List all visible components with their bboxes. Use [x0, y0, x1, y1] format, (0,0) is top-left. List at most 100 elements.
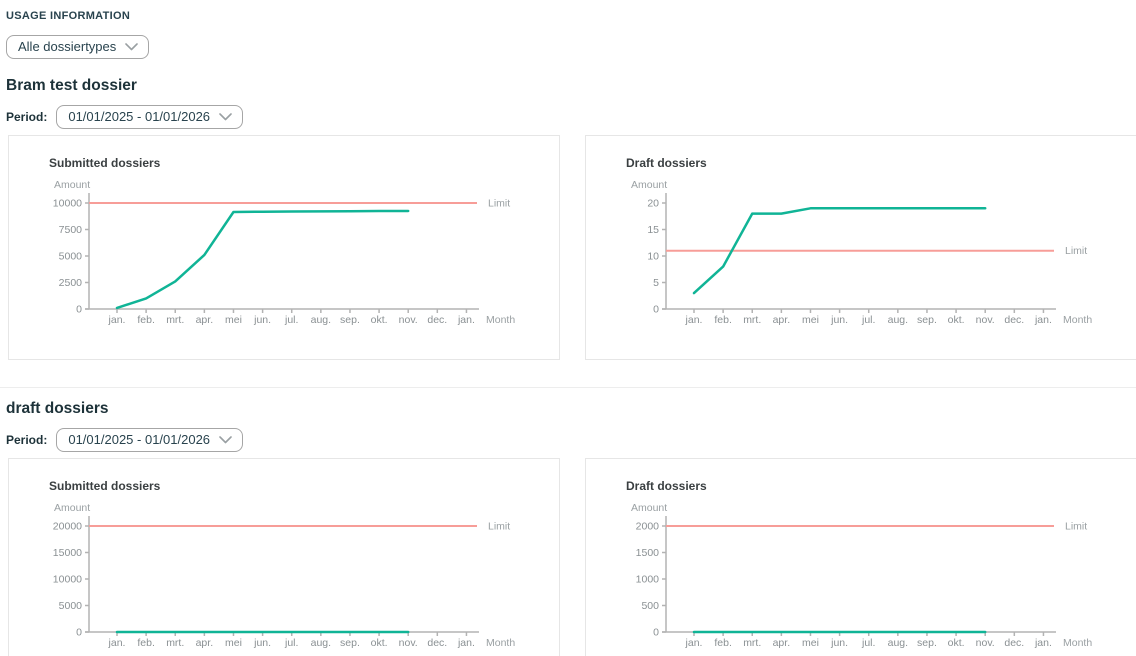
svg-text:feb.: feb.	[137, 637, 155, 649]
svg-text:jan.: jan.	[685, 314, 703, 326]
svg-text:5000: 5000	[59, 600, 83, 612]
period-select-value: 01/01/2025 - 01/01/2026	[68, 432, 211, 447]
svg-text:okt.: okt.	[371, 314, 388, 326]
line-chart-submitted: Amount 0 5000 10000 15000 20000 jan. feb. mrt. ap…	[53, 502, 516, 649]
svg-text:nov.: nov.	[399, 637, 418, 649]
line-chart-draft: Amount 0 500 1000 1500 2000 jan. feb. mrt. apr. me…	[631, 502, 1092, 649]
period-select[interactable]: 01/01/2025 - 01/01/2026	[56, 428, 244, 452]
svg-text:jun.: jun.	[253, 314, 271, 326]
section-title: Bram test dossier	[6, 77, 137, 94]
svg-text:Month: Month	[1063, 637, 1092, 649]
svg-text:aug.: aug.	[888, 637, 908, 649]
svg-text:apr.: apr.	[773, 637, 791, 649]
svg-text:okt.: okt.	[948, 314, 965, 326]
svg-text:jan.: jan.	[1034, 637, 1052, 649]
svg-text:0: 0	[653, 627, 659, 639]
svg-text:5: 5	[653, 277, 659, 289]
svg-text:aug.: aug.	[311, 637, 331, 649]
svg-text:feb.: feb.	[714, 314, 732, 326]
svg-text:10: 10	[647, 251, 659, 263]
svg-text:apr.: apr.	[196, 314, 214, 326]
svg-text:jan.: jan.	[108, 637, 126, 649]
period-label: Period:	[6, 110, 48, 124]
chart-title: Submitted dossiers	[49, 479, 161, 493]
svg-text:Amount: Amount	[54, 179, 90, 191]
svg-text:mrt.: mrt.	[743, 314, 761, 326]
svg-text:1500: 1500	[636, 547, 660, 559]
svg-text:2500: 2500	[59, 277, 83, 289]
svg-text:Month: Month	[486, 637, 515, 649]
charts-row: Submitted dossiers Amount 0 5000 10000 15000…	[8, 458, 1136, 656]
svg-text:sep.: sep.	[917, 637, 937, 649]
svg-text:jun.: jun.	[830, 637, 848, 649]
line-chart-draft: Amount 0 5 10 15 20 jan. feb. mrt. apr. mei jun. jul…	[631, 179, 1092, 326]
svg-text:mrt.: mrt.	[166, 637, 184, 649]
svg-text:Limit: Limit	[1065, 521, 1087, 533]
page-title: USAGE INFORMATION	[6, 10, 131, 22]
svg-text:10000: 10000	[53, 198, 82, 210]
period-row: Period: 01/01/2025 - 01/01/2026	[6, 428, 1136, 452]
svg-text:dec.: dec.	[1004, 314, 1024, 326]
svg-text:500: 500	[641, 600, 659, 612]
svg-text:sep.: sep.	[340, 314, 360, 326]
svg-text:nov.: nov.	[976, 637, 995, 649]
period-select[interactable]: 01/01/2025 - 01/01/2026	[56, 105, 244, 129]
svg-text:jul.: jul.	[861, 314, 875, 326]
svg-text:jul.: jul.	[284, 314, 298, 326]
svg-text:mei: mei	[225, 314, 242, 326]
svg-text:10000: 10000	[53, 574, 82, 586]
svg-text:jul.: jul.	[284, 637, 298, 649]
svg-text:Limit: Limit	[488, 198, 510, 210]
svg-text:2000: 2000	[636, 521, 660, 533]
chart-title: Draft dossiers	[626, 156, 707, 170]
svg-text:Amount: Amount	[54, 502, 90, 514]
svg-text:mei: mei	[802, 314, 819, 326]
svg-text:15: 15	[647, 224, 659, 236]
charts-row: Submitted dossiers Amount 0 2500 5000 7500 10…	[8, 135, 1136, 360]
dossiertype-select[interactable]: Alle dossiertypes	[6, 35, 150, 59]
chart-panel-submitted: Submitted dossiers Amount 0 5000 10000 15000…	[8, 458, 560, 656]
period-row: Period: 01/01/2025 - 01/01/2026	[6, 105, 1136, 129]
svg-text:nov.: nov.	[976, 314, 995, 326]
svg-text:dec.: dec.	[427, 637, 447, 649]
chevron-down-icon	[219, 112, 232, 120]
period-select-value: 01/01/2025 - 01/01/2026	[68, 109, 211, 124]
svg-text:jul.: jul.	[861, 637, 875, 649]
chart-title: Draft dossiers	[626, 479, 707, 493]
svg-text:okt.: okt.	[371, 637, 388, 649]
svg-text:aug.: aug.	[888, 314, 908, 326]
svg-text:feb.: feb.	[137, 314, 155, 326]
chart-panel-submitted: Submitted dossiers Amount 0 2500 5000 7500 10…	[8, 135, 560, 360]
period-label: Period:	[6, 433, 48, 447]
svg-text:7500: 7500	[59, 224, 83, 236]
svg-text:mei: mei	[225, 637, 242, 649]
svg-text:sep.: sep.	[917, 314, 937, 326]
svg-text:apr.: apr.	[196, 637, 214, 649]
svg-text:Month: Month	[1063, 314, 1092, 326]
svg-text:5000: 5000	[59, 251, 83, 263]
svg-text:jan.: jan.	[457, 637, 475, 649]
svg-text:jan.: jan.	[457, 314, 475, 326]
chart-title: Submitted dossiers	[49, 156, 161, 170]
svg-text:jun.: jun.	[830, 314, 848, 326]
svg-text:Month: Month	[486, 314, 515, 326]
svg-text:Amount: Amount	[631, 179, 667, 191]
svg-text:15000: 15000	[53, 547, 82, 559]
svg-text:0: 0	[76, 627, 82, 639]
svg-text:0: 0	[653, 304, 659, 316]
svg-text:jan.: jan.	[685, 637, 703, 649]
section-title: draft dossiers	[6, 400, 109, 417]
svg-text:nov.: nov.	[399, 314, 418, 326]
svg-text:okt.: okt.	[948, 637, 965, 649]
svg-text:jan.: jan.	[108, 314, 126, 326]
svg-text:mrt.: mrt.	[166, 314, 184, 326]
chart-panel-draft: Draft dossiers Amount 0 5 10 15 20 jan. feb. mrt…	[585, 135, 1136, 360]
section-divider	[0, 387, 1136, 388]
svg-text:mrt.: mrt.	[743, 637, 761, 649]
svg-text:0: 0	[76, 304, 82, 316]
svg-text:Limit: Limit	[488, 521, 510, 533]
chevron-down-icon	[125, 42, 139, 50]
chevron-down-icon	[219, 435, 232, 443]
svg-text:dec.: dec.	[1004, 637, 1024, 649]
